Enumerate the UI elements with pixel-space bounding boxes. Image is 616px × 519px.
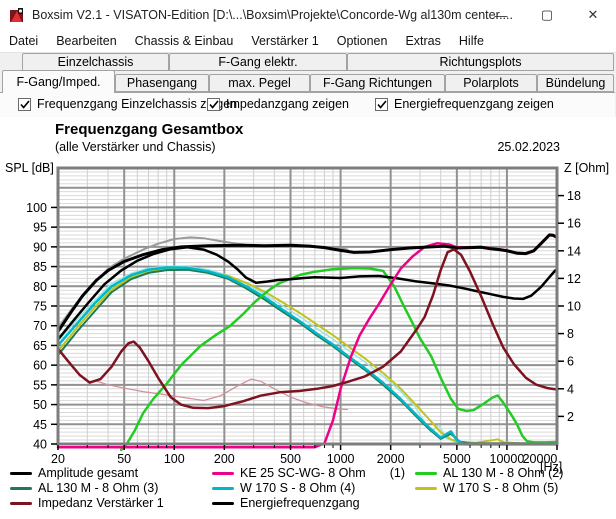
tab-row-lower: F-Gang/Imped. Phasengang max. Pegel F-Ga… — [0, 70, 616, 93]
checkbox-icon[interactable] — [207, 97, 220, 111]
minimize-button[interactable]: — — [478, 0, 524, 30]
chart-legend: Amplitude gesamt KE 25 SC-WG- 8 Ohm (1) … — [10, 466, 610, 514]
legend-swatch — [10, 486, 32, 490]
chart-panel — [0, 117, 616, 519]
tab-page-strip — [0, 92, 615, 117]
menu-verstaerker-1[interactable]: Verstärker 1 — [251, 34, 319, 48]
legend-swatch — [10, 471, 32, 475]
maximize-button[interactable]: ▢ — [524, 0, 570, 30]
tab-fgang-richtungen[interactable]: F-Gang Richtungen — [310, 74, 445, 92]
y-axis-left-label: SPL [dB] — [5, 161, 54, 175]
tab-buendelung[interactable]: Bündelung — [537, 74, 614, 92]
legend-label: Amplitude gesamt — [38, 466, 139, 480]
menu-datei[interactable]: Datei — [9, 34, 39, 48]
legend-swatch — [415, 486, 437, 490]
chart-date: 25.02.2023 — [497, 140, 560, 154]
tab-max-pegel[interactable]: max. Pegel — [209, 74, 310, 92]
close-button[interactable]: ✕ — [570, 0, 616, 30]
app-icon — [10, 8, 23, 22]
legend-label: Impedanz Verstärker 1 — [38, 496, 164, 510]
chart-title: Frequenzgang Gesamtbox — [55, 121, 244, 138]
tab-row-upper: Einzelchassis F-Gang elektr. Richtungspl… — [0, 52, 616, 72]
legend-swatch — [212, 471, 234, 475]
legend-item-al130m-2: AL 130 M - 8 Ohm (2) — [415, 466, 563, 480]
legend-item-energiefrequenzgang: Energiefrequenzgang — [212, 496, 360, 510]
tab-phasengang[interactable]: Phasengang — [115, 74, 209, 92]
legend-tag: (1) — [389, 466, 406, 480]
checkbox-label: Energiefrequenzgang zeigen — [394, 97, 554, 111]
menu-optionen[interactable]: Optionen — [336, 34, 388, 48]
legend-label: KE 25 SC-WG- 8 Ohm — [240, 466, 366, 480]
legend-item-w170s-5: W 170 S - 8 Ohm (5) — [415, 481, 558, 495]
chart-subtitle: (alle Verstärker und Chassis) — [55, 140, 216, 154]
tab-fgang-imped[interactable]: F-Gang/Imped. — [2, 70, 115, 93]
menu-hilfe[interactable]: Hilfe — [458, 34, 484, 48]
checkbox-impedanzgang-zeigen[interactable]: Impedanzgang zeigen — [207, 97, 349, 111]
tab-polarplots[interactable]: Polarplots — [445, 74, 537, 92]
menu-bearbeiten[interactable]: Bearbeiten — [56, 34, 117, 48]
title-bar: Boxsim V2.1 - VISATON-Edition [D:\...\Bo… — [0, 0, 616, 30]
menu-bar: Datei Bearbeiten Chassis & Einbau Verstä… — [0, 30, 616, 53]
checkbox-energiefrequenzgang-zeigen[interactable]: Energiefrequenzgang zeigen — [375, 97, 554, 111]
legend-item-impedanz: Impedanz Verstärker 1 — [10, 496, 164, 510]
legend-swatch — [415, 471, 437, 475]
y-axis-right-label: Z [Ohm] — [564, 161, 610, 175]
checkbox-label: Frequenzgang Einzelchassis zeigen — [37, 97, 238, 111]
legend-label: AL 130 M - 8 Ohm (3) — [38, 481, 159, 495]
tab-richtungsplots[interactable]: Richtungsplots — [347, 53, 614, 71]
checkbox-einzelchassis-zeigen[interactable]: Frequenzgang Einzelchassis zeigen — [18, 97, 237, 111]
legend-item-ke25: KE 25 SC-WG- 8 Ohm (1) — [212, 466, 405, 480]
legend-item-al130m-3: AL 130 M - 8 Ohm (3) — [10, 481, 158, 495]
window-title: Boxsim V2.1 - VISATON-Edition [D:\...\Bo… — [32, 8, 513, 22]
legend-label: W 170 S - 8 Ohm (5) — [443, 481, 559, 495]
legend-item-amplitude-gesamt: Amplitude gesamt — [10, 466, 138, 480]
tab-einzelchassis[interactable]: Einzelchassis — [22, 53, 169, 71]
checkbox-label: Impedanzgang zeigen — [226, 97, 350, 111]
legend-swatch — [212, 501, 234, 505]
legend-label: W 170 S - 8 Ohm (4) — [240, 481, 356, 495]
legend-item-w170s-4: W 170 S - 8 Ohm (4) — [212, 481, 355, 495]
legend-swatch — [10, 501, 32, 505]
menu-extras[interactable]: Extras — [405, 34, 441, 48]
x-axis-unit-label: [Hz] — [540, 460, 563, 474]
legend-label: AL 130 M - 8 Ohm (2) — [443, 466, 564, 480]
checkbox-icon[interactable] — [375, 97, 388, 111]
checkbox-icon[interactable] — [18, 97, 31, 111]
tab-fgang-elektr[interactable]: F-Gang elektr. — [169, 53, 347, 71]
legend-swatch — [212, 486, 234, 490]
menu-chassis-einbau[interactable]: Chassis & Einbau — [134, 34, 234, 48]
legend-label: Energiefrequenzgang — [240, 496, 360, 510]
